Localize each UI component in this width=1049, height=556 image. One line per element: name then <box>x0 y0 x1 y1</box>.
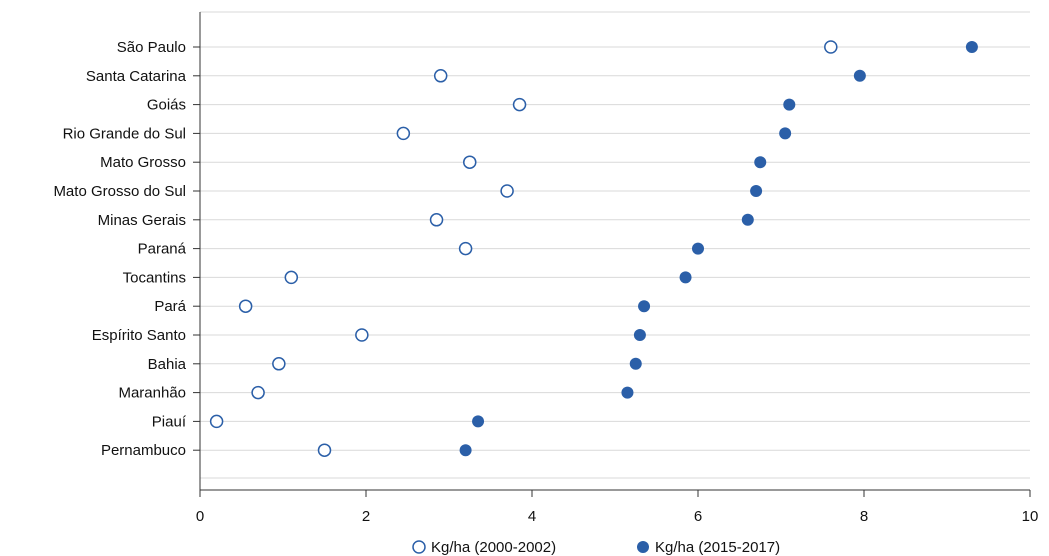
point-series-1 <box>463 155 477 169</box>
legend: Kg/ha (2000-2002) Kg/ha (2015-2017) <box>412 539 780 556</box>
legend-label-series-1: Kg/ha (2000-2002) <box>431 539 556 556</box>
point-series-2 <box>741 213 754 226</box>
category-label: Pernambuco <box>101 442 186 459</box>
point-series-1 <box>429 213 444 227</box>
point-series-2 <box>783 98 796 111</box>
point-series-2 <box>621 386 634 399</box>
point-series-2 <box>629 357 642 370</box>
point-series-1 <box>209 414 224 429</box>
category-label: Pará <box>154 298 186 315</box>
axes <box>199 12 1030 491</box>
point-series-2 <box>750 185 763 197</box>
x-tick-label: 10 <box>1022 508 1039 525</box>
point-series-1 <box>824 40 838 54</box>
legend-item-series-1: Kg/ha (2000-2002) <box>412 539 556 556</box>
category-label: Maranhão <box>118 385 186 402</box>
point-series-2 <box>965 41 978 53</box>
point-series-1 <box>458 241 473 256</box>
point-series-2 <box>472 415 485 428</box>
point-series-1 <box>396 126 411 141</box>
point-series-1 <box>512 97 527 112</box>
legend-label-series-2: Kg/ha (2015-2017) <box>655 539 780 556</box>
x-axis-ticks: 0 2 4 6 8 10 <box>196 490 1039 525</box>
x-tick-label: 0 <box>196 508 204 525</box>
x-tick-label: 8 <box>860 508 868 525</box>
legend-item-series-2: Kg/ha (2015-2017) <box>637 539 780 556</box>
category-label: Rio Grande do Sul <box>63 125 186 142</box>
x-tick-label: 4 <box>528 508 536 525</box>
point-series-1 <box>238 299 253 313</box>
point-series-1 <box>317 443 332 457</box>
category-label: Goiás <box>147 97 186 114</box>
point-series-2 <box>779 127 792 140</box>
gridlines <box>200 11 1030 479</box>
point-series-2 <box>459 444 472 457</box>
point-series-1 <box>500 184 514 198</box>
point-series-1 <box>355 328 369 342</box>
point-series-2 <box>679 271 692 284</box>
data-points <box>209 40 978 457</box>
point-series-1 <box>433 69 448 83</box>
point-series-1 <box>251 385 265 400</box>
point-series-2 <box>638 300 651 313</box>
point-series-2 <box>692 242 704 255</box>
category-label: Mato Grosso do Sul <box>53 183 186 200</box>
point-series-1 <box>284 270 299 285</box>
category-label: Bahia <box>148 356 187 373</box>
category-label: Espírito Santo <box>92 327 186 344</box>
legend-open-circle-marker <box>412 540 426 554</box>
category-label: São Paulo <box>117 39 186 56</box>
category-label: Minas Gerais <box>98 212 186 229</box>
point-series-2 <box>853 69 866 82</box>
category-label: Mato Grosso <box>100 154 186 171</box>
x-tick-label: 6 <box>694 508 702 525</box>
x-tick-label: 2 <box>362 508 370 525</box>
category-label: Piauí <box>152 413 187 430</box>
point-series-2 <box>633 329 646 341</box>
category-label: Paraná <box>138 241 187 258</box>
legend-filled-circle-marker <box>637 541 649 553</box>
point-series-1 <box>272 357 286 371</box>
category-labels: São Paulo Santa Catarina Goiás Rio Grande d… <box>53 39 200 459</box>
category-label: Tocantins <box>123 269 186 286</box>
point-series-2 <box>754 156 767 169</box>
category-label: Santa Catarina <box>86 68 187 85</box>
